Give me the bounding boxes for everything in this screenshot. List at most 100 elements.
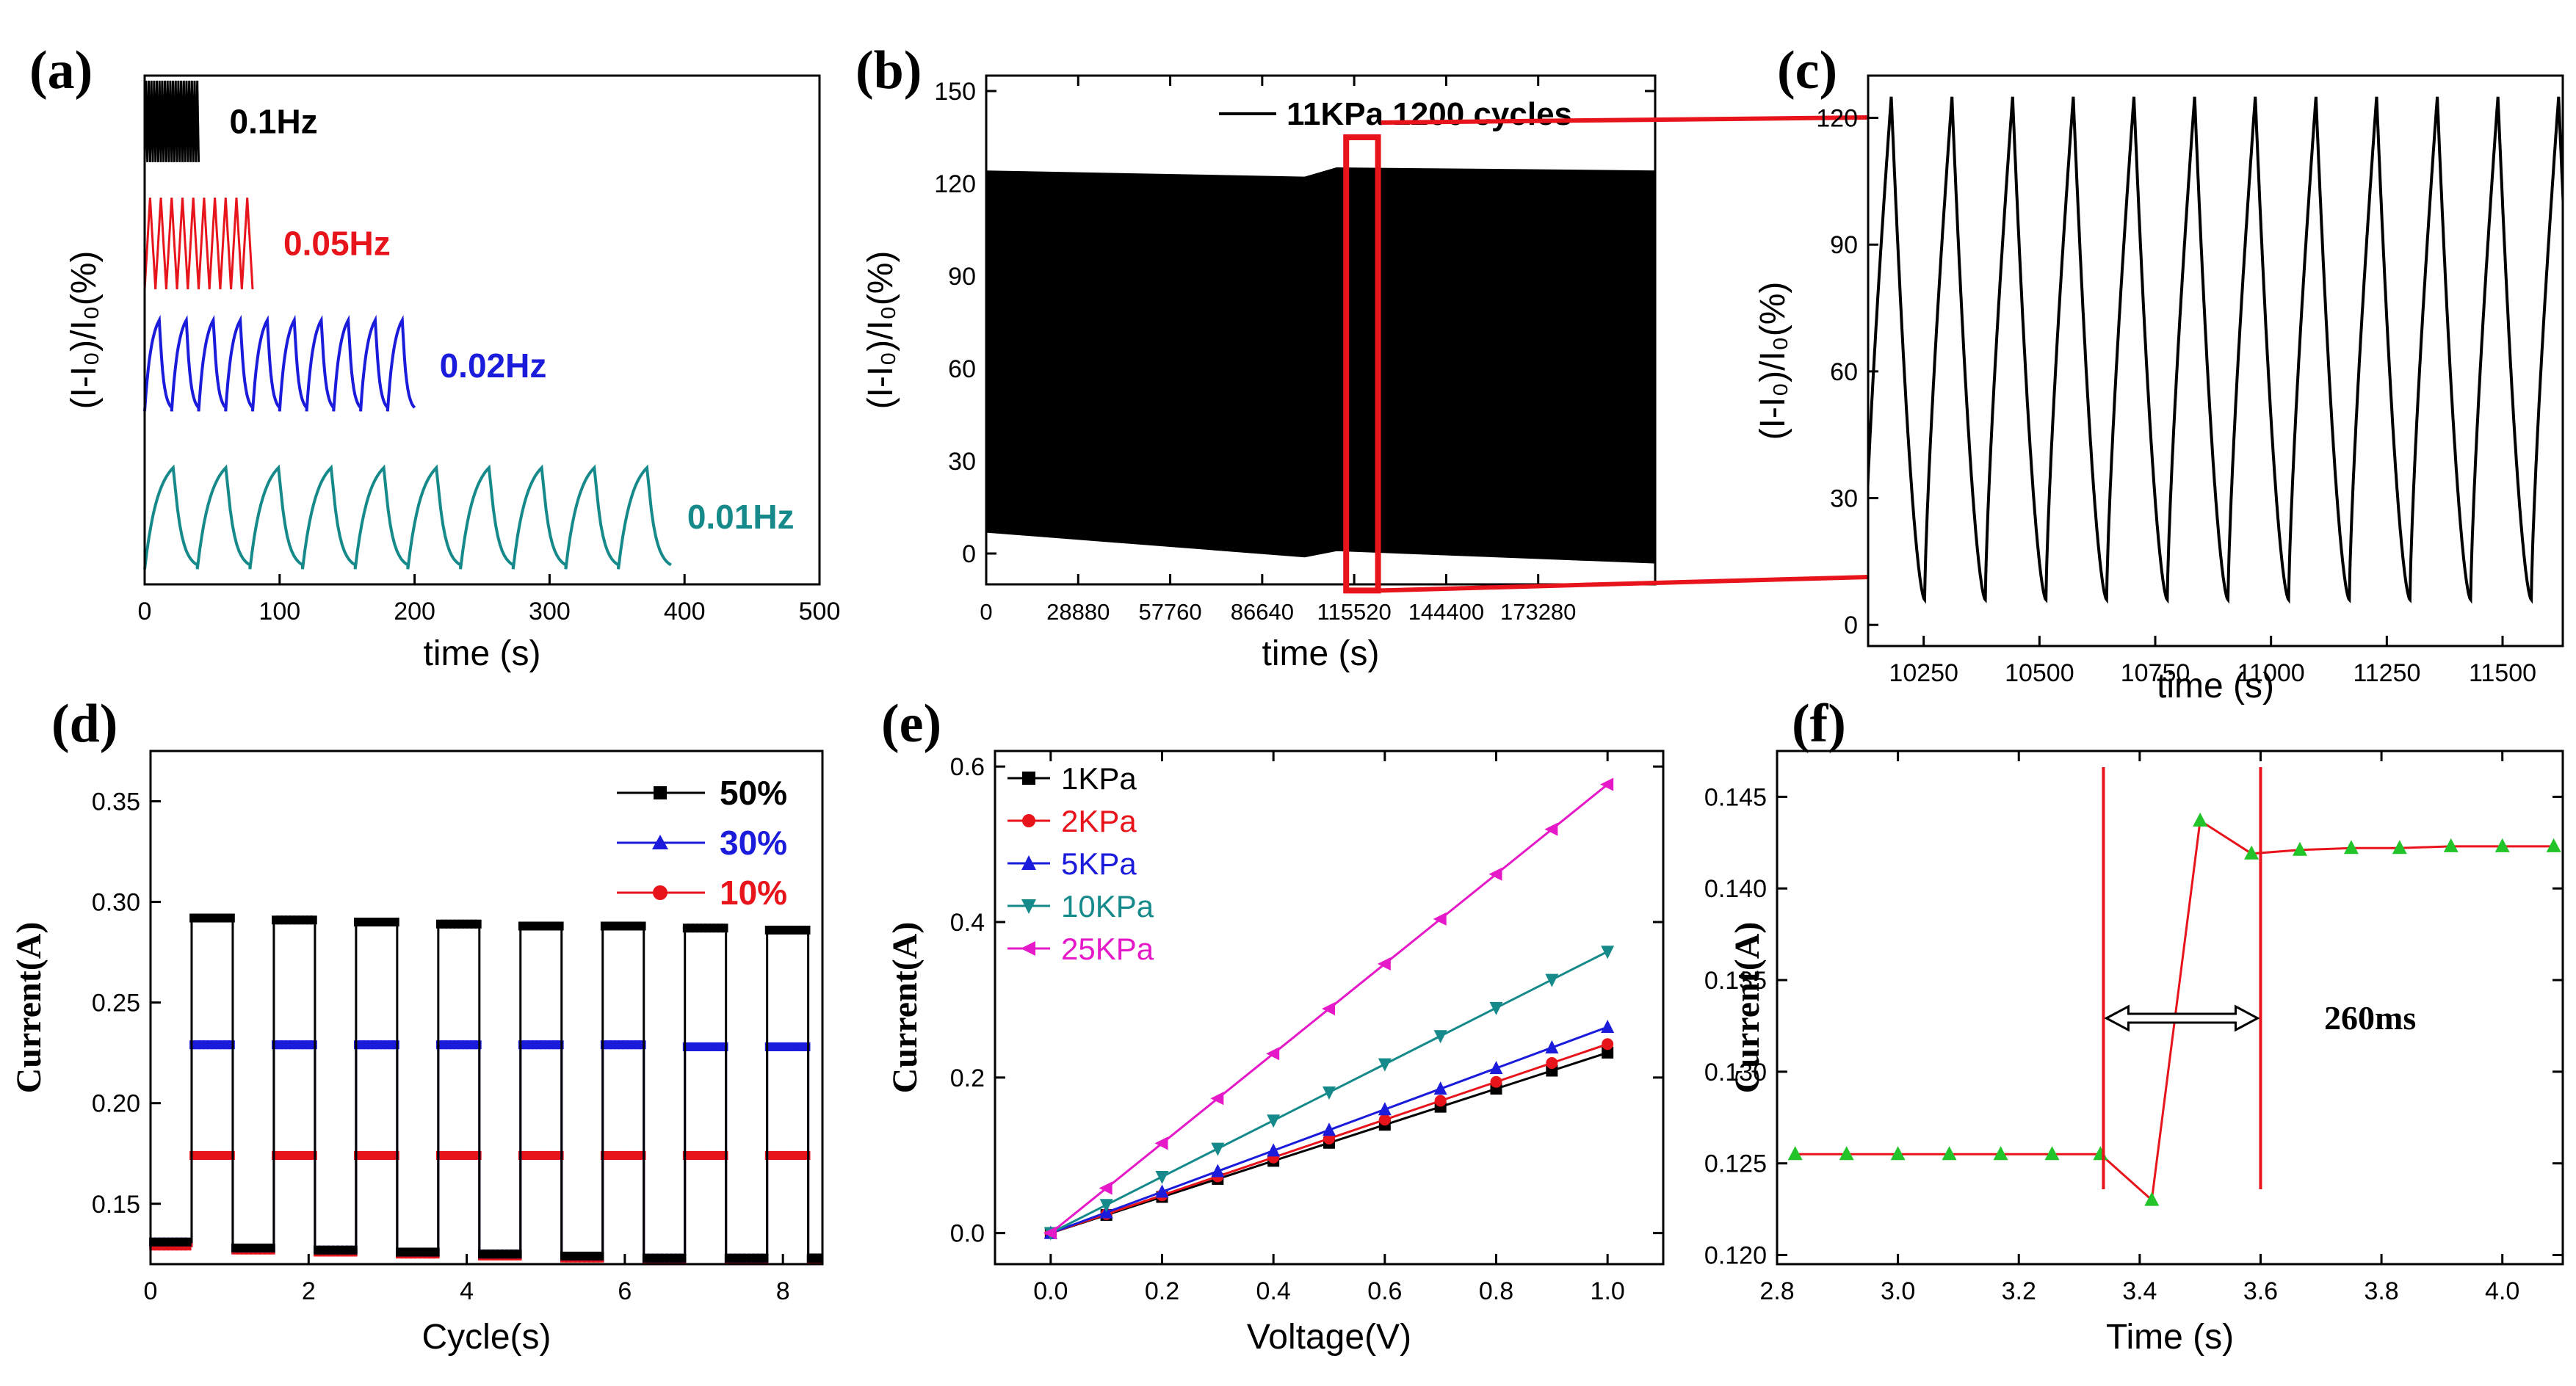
x-tick-label: 10250: [1889, 659, 1958, 687]
x-tick-label: 3.4: [2122, 1277, 2157, 1305]
marker: [1489, 1061, 1503, 1075]
marker: [1545, 1040, 1559, 1054]
x-tick-label: 10750: [2121, 659, 2190, 687]
x-tick-label: 28880: [1046, 599, 1110, 625]
legend-label-25KPa: 25KPa: [1061, 932, 1154, 966]
y-tick-label: 0.20: [92, 1090, 140, 1118]
y-tick-label: 0.135: [1704, 967, 1767, 995]
y-tick-label: 0.6: [950, 753, 985, 781]
x-tick-label: 11500: [2469, 659, 2536, 687]
y-tick-label: 0.145: [1704, 783, 1767, 811]
marker: [2443, 838, 2459, 852]
markers-50%: [149, 913, 822, 1263]
marker: [2392, 840, 2407, 855]
y-tick-label: 0.140: [1704, 875, 1767, 903]
y-tick-label: 60: [1830, 358, 1858, 386]
marker: [1099, 1199, 1113, 1213]
legend-label-30%: 30%: [720, 824, 787, 862]
panel-e: 1KPa 2KPa 5KPa 10KPa 25KPa 0.0 0.2 0.4 0.6 0.8 1.0…: [881, 694, 1665, 1357]
x-tick-label: 57760: [1138, 599, 1201, 625]
y-tick-label: 30: [948, 448, 976, 476]
x-tick-label: 0: [138, 598, 152, 625]
zoom-highlight-box: [1343, 134, 1381, 594]
series-label-0.02Hz: 0.02Hz: [440, 346, 547, 385]
marker: [1323, 1122, 1336, 1136]
marker: [1378, 1114, 1391, 1126]
x-axis-label: time (s): [2157, 667, 2274, 705]
markers-2KPa: [1044, 1038, 1614, 1239]
x-tick-label: 200: [394, 598, 435, 625]
marker: [1433, 912, 1447, 926]
markers-25KPa: [1043, 777, 1614, 1240]
marker: [2546, 838, 2561, 852]
marker: [1021, 899, 1036, 914]
marker: [1490, 1075, 1502, 1088]
series-line-0.1Hz: [143, 80, 200, 162]
marker: [1434, 1095, 1447, 1107]
marker: [1546, 1057, 1558, 1070]
legend-marker-50%: [654, 786, 667, 799]
series-line-0.05Hz: [143, 197, 254, 290]
marker: [1544, 822, 1558, 836]
zoom-connector-bottom: [1381, 575, 1869, 593]
legend-label-2KPa: 2KPa: [1061, 804, 1137, 838]
marker: [1323, 1086, 1336, 1100]
marker: [1022, 814, 1035, 827]
y-tick-label: 150: [934, 78, 976, 106]
marker: [1021, 941, 1035, 956]
x-tick-label: 400: [664, 598, 706, 625]
marker: [1322, 1002, 1335, 1016]
plot-frame-d: [149, 750, 824, 1266]
y-tick-label: 0: [1844, 612, 1858, 639]
x-tick-label: 115520: [1317, 599, 1392, 625]
zoom-connector-top: [1381, 115, 1869, 125]
y-axis-label: Current(A): [886, 922, 925, 1094]
double-arrow: [2104, 1004, 2260, 1032]
x-tick-label: 4: [460, 1277, 474, 1305]
marker: [1378, 1102, 1392, 1116]
marker: [1601, 946, 1615, 959]
y-tick-label: 90: [1830, 231, 1858, 259]
x-tick-label: 3.2: [2002, 1277, 2036, 1305]
marker: [1155, 1170, 1169, 1184]
x-axis-label: Voltage(V): [1247, 1318, 1411, 1357]
x-tick-label: 0.2: [1145, 1277, 1179, 1305]
cycle-envelope-area: [985, 167, 1656, 564]
marker: [2244, 845, 2260, 860]
x-tick-label: 6: [618, 1277, 632, 1305]
marker: [1488, 867, 1502, 881]
marker: [1266, 1047, 1280, 1061]
marker: [1154, 1136, 1168, 1150]
y-tick-label: 0.120: [1704, 1242, 1767, 1270]
panel-label-c: (c): [1777, 40, 1837, 101]
legend-label-50%: 50%: [720, 774, 787, 812]
marker: [1489, 1001, 1503, 1015]
y-tick-label: 0.25: [92, 990, 140, 1017]
x-tick-label: 3.8: [2364, 1277, 2398, 1305]
legend-label: 11KPa 1200 cycles: [1287, 96, 1572, 132]
marker: [2292, 841, 2307, 856]
y-tick-label: 60: [948, 355, 976, 383]
series-label-0.05Hz: 0.05Hz: [283, 225, 391, 263]
y-tick-label: 0.130: [1704, 1059, 1767, 1086]
y-tick-label: 0.30: [92, 889, 140, 917]
x-tick-label: 0: [144, 1277, 158, 1305]
x-tick-label: 0.8: [1479, 1277, 1513, 1305]
marker: [1021, 855, 1036, 870]
panel-label-b: (b): [855, 40, 922, 101]
marker: [2494, 838, 2510, 852]
y-tick-label: 0.0: [950, 1220, 985, 1248]
panel-label-f: (f): [1792, 694, 1846, 754]
markers-10KPa: [1043, 946, 1615, 1241]
plot-frame-f: [1776, 750, 2564, 1266]
x-axis-label: Cycle(s): [422, 1318, 551, 1357]
marker: [816, 1253, 822, 1263]
plot-frame-e: [994, 750, 1665, 1266]
marker: [1993, 1146, 2008, 1161]
y-tick-label: 0.125: [1704, 1150, 1767, 1178]
marker: [1267, 1143, 1281, 1157]
marker: [1433, 1081, 1447, 1095]
x-tick-label: 4.0: [2485, 1277, 2519, 1305]
marker: [1601, 1019, 1615, 1033]
